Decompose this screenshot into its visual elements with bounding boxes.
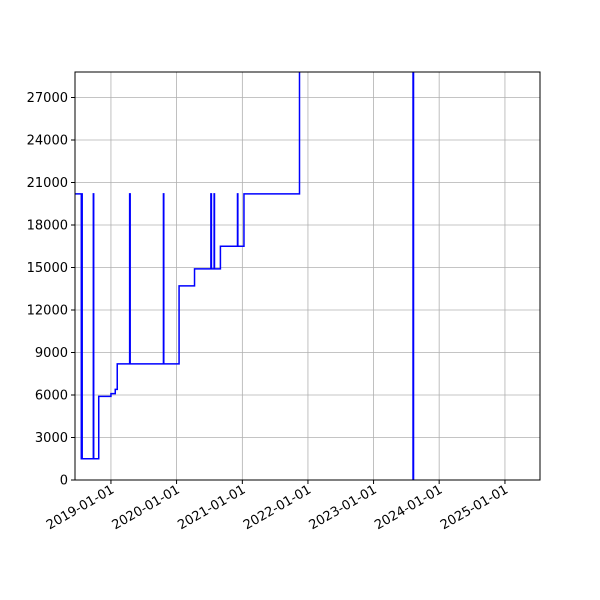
y-tick-label: 24000 (27, 134, 68, 149)
y-tick-label: 21000 (27, 176, 68, 191)
x-tick-label: 2022-01-01 (241, 482, 314, 533)
x-tick-label: 2020-01-01 (110, 482, 183, 533)
grid-lines (75, 72, 540, 481)
y-tick-label: 0 (60, 474, 68, 489)
y-tick-label: 15000 (27, 261, 68, 276)
y-tick-label: 6000 (35, 389, 68, 404)
series-line-1 (75, 72, 301, 460)
x-tick-label: 2025-01-01 (438, 482, 511, 533)
x-tick-label: 2019-01-01 (44, 482, 117, 533)
y-tick-label: 9000 (35, 346, 68, 361)
x-tick-label: 2024-01-01 (372, 482, 445, 533)
plot-frame (74, 71, 541, 481)
y-tick-label: 3000 (35, 431, 68, 446)
y-axis: 0 3000 6000 9000 12000 15000 18000 21000 24000 27… (27, 91, 75, 489)
x-tick-label: 2021-01-01 (175, 482, 248, 533)
x-axis: 2019-01-012020-01-012021-01-012022-01-01… (44, 480, 511, 533)
x-tick-label: 2023-01-01 (307, 482, 380, 533)
y-tick-label: 18000 (27, 219, 68, 234)
series-layer (75, 72, 415, 480)
y-tick-label: 27000 (27, 91, 68, 106)
y-tick-label: 12000 (27, 304, 68, 319)
